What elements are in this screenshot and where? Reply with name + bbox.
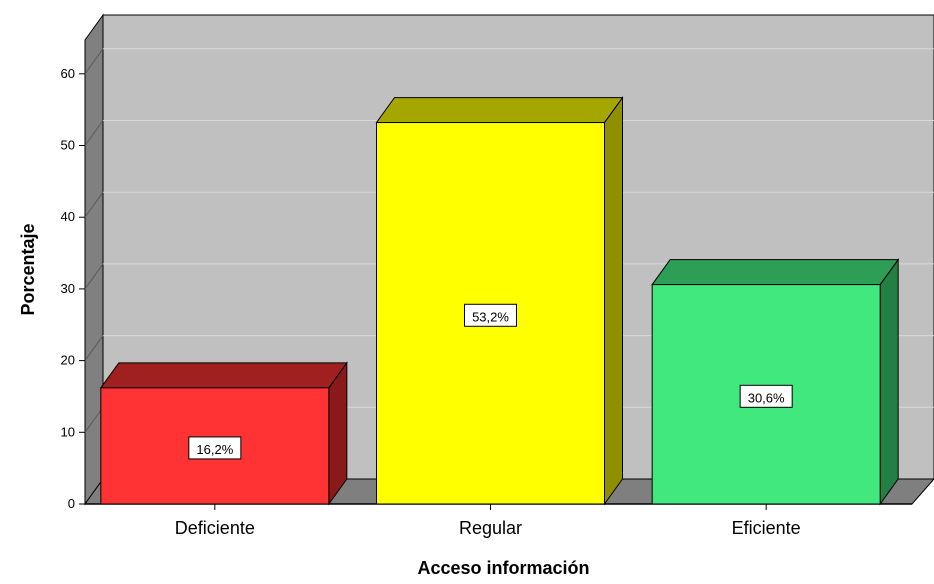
gridline-side — [84, 263, 104, 290]
data-label-box — [739, 384, 793, 408]
x-tick-label: Regular — [459, 518, 522, 538]
y-tick-label: 60 — [61, 66, 75, 81]
bar-top — [375, 97, 624, 124]
bar-side — [604, 96, 623, 506]
y-tick-label: 50 — [61, 138, 75, 153]
y-tick-label: 20 — [61, 353, 75, 368]
data-label: 30,6% — [739, 384, 793, 408]
gridline-side — [84, 48, 104, 75]
gridline-side — [84, 191, 104, 218]
bar-deficiente: 16,2% — [99, 361, 348, 506]
y-tick-label: 0 — [68, 496, 75, 511]
bar-side — [879, 258, 899, 506]
data-label-text: 16,2% — [196, 442, 233, 457]
y-axis: 0 10 20 30 40 50 60 — [61, 66, 85, 511]
y-tick-label: 10 — [61, 424, 75, 439]
x-axis: Deficiente Regular Eficiente — [175, 504, 801, 538]
data-label-text: 30,6% — [748, 390, 785, 405]
x-axis-title: Acceso información — [417, 558, 589, 578]
left-wall — [84, 13, 104, 506]
bar-top — [99, 362, 348, 389]
bar-eficiente: 30,6% — [651, 258, 900, 506]
y-tick-label: 40 — [61, 209, 75, 224]
x-tick-label: Deficiente — [175, 518, 255, 538]
bar-regular: 53,2% — [375, 96, 624, 506]
bar-top — [651, 259, 900, 286]
data-label: 53,2% — [464, 303, 517, 327]
y-tick-label: 30 — [61, 281, 75, 296]
data-label-box — [188, 436, 242, 460]
gridline-side — [84, 407, 104, 433]
data-label: 16,2% — [188, 436, 242, 460]
x-tick-label: Eficiente — [732, 518, 801, 538]
bars: 16,2% 53,2% 30,6% — [99, 96, 900, 506]
y-axis-title: Porcentaje — [18, 223, 38, 315]
data-label-box — [464, 303, 517, 327]
gridline-side — [84, 120, 104, 146]
gridline-side — [84, 335, 104, 361]
data-label-text: 53,2% — [472, 309, 509, 324]
